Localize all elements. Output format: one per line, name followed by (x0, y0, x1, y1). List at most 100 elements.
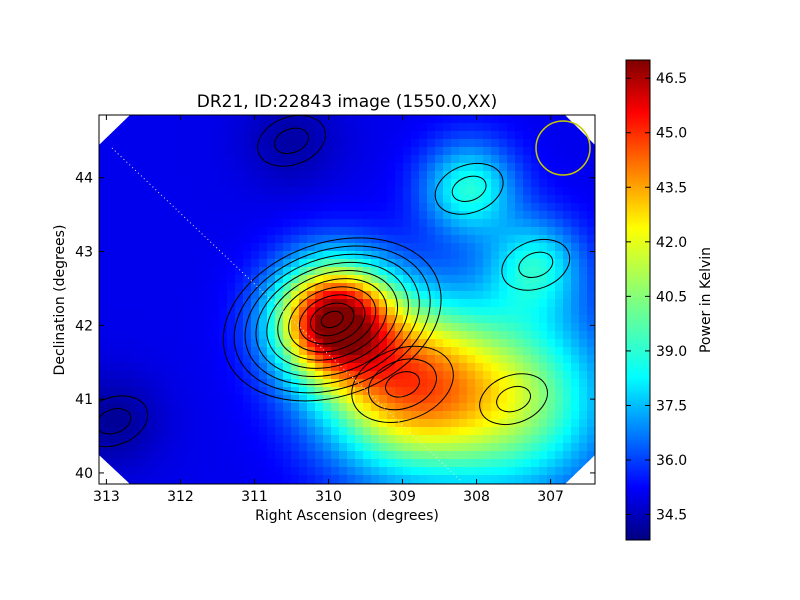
heatmap-cell (147, 323, 156, 332)
heatmap-cell (395, 299, 404, 308)
heatmap-cell (467, 187, 476, 196)
heatmap-cell (563, 347, 572, 356)
heatmap-cell (579, 155, 588, 164)
heatmap-cell (235, 371, 244, 380)
heatmap-cell (147, 315, 156, 324)
heatmap-cell (483, 459, 492, 468)
heatmap-cell (403, 475, 412, 484)
heatmap-cell (563, 339, 572, 348)
heatmap-cell (315, 347, 324, 356)
heatmap-cell (179, 131, 188, 140)
heatmap-cell (339, 395, 348, 404)
heatmap-cell (403, 219, 412, 228)
heatmap-cell (451, 467, 460, 476)
heatmap-cell (587, 323, 595, 332)
heatmap-cell (331, 115, 340, 124)
heatmap-cell (387, 363, 396, 372)
heatmap-cell (411, 291, 420, 300)
heatmap-cell (459, 339, 468, 348)
heatmap-cell (99, 291, 108, 300)
heatmap-cell (123, 459, 132, 468)
heatmap-cell (99, 419, 108, 428)
heatmap-cell (123, 443, 132, 452)
heatmap-cell (371, 427, 380, 436)
heatmap-cell (491, 475, 500, 484)
colorbar-tick-label: 43.5 (656, 180, 687, 196)
heatmap-cell (283, 267, 292, 276)
heatmap-cell (587, 163, 595, 172)
heatmap-cell (131, 403, 140, 412)
heatmap-cell (523, 131, 532, 140)
heatmap-cell (115, 339, 124, 348)
heatmap-cell (163, 427, 172, 436)
heatmap-cell (523, 203, 532, 212)
heatmap-cell (515, 139, 524, 148)
heatmap-cell (219, 171, 228, 180)
heatmap-cell (523, 363, 532, 372)
heatmap-cell (107, 195, 116, 204)
heatmap-cell (195, 211, 204, 220)
heatmap-cell (515, 219, 524, 228)
heatmap-cell (211, 307, 220, 316)
heatmap-cell (187, 155, 196, 164)
heatmap-cell (259, 115, 268, 124)
heatmap-cell (363, 475, 372, 484)
heatmap-cell (267, 419, 276, 428)
heatmap-cell (331, 339, 340, 348)
heatmap-cell (451, 315, 460, 324)
heatmap-cell (243, 171, 252, 180)
heatmap-cell (403, 363, 412, 372)
heatmap-cell (155, 299, 164, 308)
heatmap-cell (531, 427, 540, 436)
heatmap-cell (243, 355, 252, 364)
heatmap-cell (155, 371, 164, 380)
heatmap-cell (563, 219, 572, 228)
heatmap-cell (147, 435, 156, 444)
heatmap-cell (283, 299, 292, 308)
heatmap-cell (355, 219, 364, 228)
heatmap-cell (187, 267, 196, 276)
heatmap-cell (203, 355, 212, 364)
heatmap-cell (331, 211, 340, 220)
heatmap-cell (411, 259, 420, 268)
heatmap-cell (491, 235, 500, 244)
heatmap-cell (171, 443, 180, 452)
heatmap-cell (459, 467, 468, 476)
heatmap-cell (459, 195, 468, 204)
heatmap-cell (539, 211, 548, 220)
heatmap-cell (571, 179, 580, 188)
heatmap-cell (347, 347, 356, 356)
heatmap-cell (187, 387, 196, 396)
heatmap-cell (531, 203, 540, 212)
heatmap-cell (507, 115, 516, 124)
heatmap-cell (243, 155, 252, 164)
heatmap-cell (195, 467, 204, 476)
heatmap-cell (251, 331, 260, 340)
heatmap-cell (571, 387, 580, 396)
heatmap-cell (139, 419, 148, 428)
heatmap-cell (387, 243, 396, 252)
heatmap-cell (123, 403, 132, 412)
heatmap-cell (259, 387, 268, 396)
heatmap-cell (155, 419, 164, 428)
heatmap-cell (211, 203, 220, 212)
heatmap-cell (275, 347, 284, 356)
heatmap-cell (131, 371, 140, 380)
heatmap-cell (443, 227, 452, 236)
heatmap-cell (195, 443, 204, 452)
heatmap-cell (555, 179, 564, 188)
heatmap-cell (371, 203, 380, 212)
heatmap-cell (195, 115, 204, 124)
heatmap-cell (267, 347, 276, 356)
heatmap-cell (547, 339, 556, 348)
heatmap-cell (171, 379, 180, 388)
heatmap-cell (427, 179, 436, 188)
heatmap-cell (419, 131, 428, 140)
heatmap-cell (555, 219, 564, 228)
heatmap-cell (323, 123, 332, 132)
heatmap-cell (395, 275, 404, 284)
heatmap-cell (435, 459, 444, 468)
heatmap-cell (483, 435, 492, 444)
heatmap-cell (499, 195, 508, 204)
heatmap-cell (179, 315, 188, 324)
